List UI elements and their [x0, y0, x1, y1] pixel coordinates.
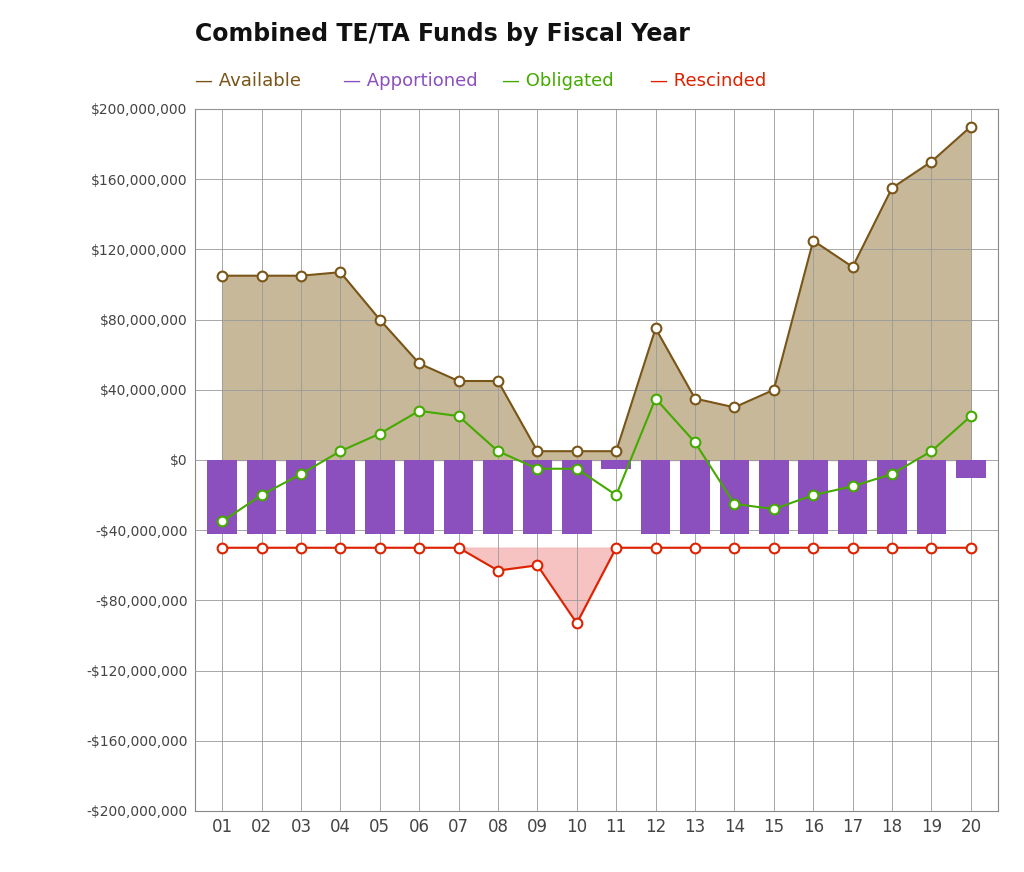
- Bar: [601, 460, 631, 469]
- Text: — Rescinded: — Rescinded: [650, 72, 767, 90]
- Bar: [483, 460, 513, 534]
- Bar: [208, 460, 237, 534]
- Bar: [916, 460, 946, 534]
- Bar: [878, 460, 907, 534]
- Text: — Apportioned: — Apportioned: [343, 72, 477, 90]
- Bar: [247, 460, 276, 534]
- Bar: [759, 460, 788, 534]
- Text: Combined TE/TA Funds by Fiscal Year: Combined TE/TA Funds by Fiscal Year: [195, 22, 689, 46]
- Bar: [799, 460, 828, 534]
- Bar: [838, 460, 867, 534]
- Bar: [562, 460, 592, 534]
- Bar: [522, 460, 552, 534]
- Bar: [286, 460, 315, 534]
- Bar: [365, 460, 394, 534]
- Text: — Available: — Available: [195, 72, 301, 90]
- Bar: [404, 460, 434, 534]
- Bar: [326, 460, 355, 534]
- Bar: [956, 460, 985, 478]
- Bar: [720, 460, 750, 534]
- Bar: [443, 460, 473, 534]
- Bar: [680, 460, 710, 534]
- Text: — Obligated: — Obligated: [502, 72, 613, 90]
- Bar: [641, 460, 671, 534]
